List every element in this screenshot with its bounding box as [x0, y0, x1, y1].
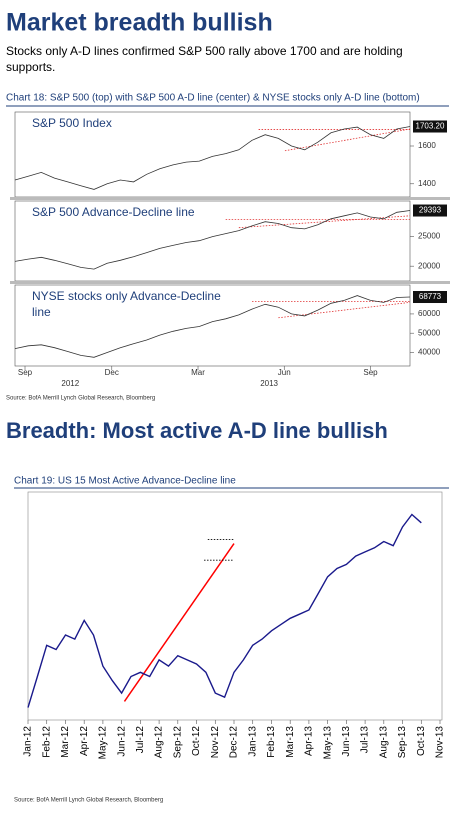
x-tick-label: Oct-13 — [416, 726, 427, 756]
x-tick-label: Mar — [191, 368, 205, 377]
x-tick-label: Jun-13 — [341, 726, 352, 757]
plot-frame — [27, 491, 443, 721]
x-tick-label: Sep — [363, 368, 378, 377]
value-label-box — [413, 291, 447, 304]
x-tick-label: Mar-13 — [285, 726, 296, 758]
x-tick-label: May-12 — [98, 726, 109, 760]
series-line — [14, 210, 411, 270]
chart-title: Chart 19: US 15 Most Active Advance-Decl… — [14, 476, 236, 487]
y-tick-label: 1600 — [418, 141, 436, 150]
reference-line — [284, 128, 411, 152]
y-tick-label: 20000 — [418, 261, 441, 270]
source: Source: BofA Merrill Lynch Global Resear… — [6, 396, 155, 402]
value-label-box — [413, 120, 447, 133]
value-label-box — [413, 204, 447, 217]
series-line — [14, 126, 411, 190]
subtitle: Stocks only A-D lines confirmed S&P 500 … — [6, 44, 403, 58]
value-label: 1703.20 — [416, 122, 445, 131]
x-tick-label: Apr-13 — [304, 726, 315, 756]
reference-line — [278, 301, 411, 319]
value-label: 68773 — [419, 292, 442, 301]
panel-title: S&P 500 Index — [32, 116, 112, 130]
panel-separator — [10, 281, 450, 284]
page-title: Market breadth bullish — [6, 9, 273, 37]
panel-title: NYSE stocks only Advance-Decline line — [32, 289, 221, 319]
x-tick-label: Dec — [105, 368, 119, 377]
x-tick-label: Feb-13 — [266, 726, 277, 758]
section-title: Breadth: Most active A-D line bullish — [6, 418, 388, 443]
x-tick-label: Dec-12 — [229, 726, 240, 759]
panel-frame — [14, 284, 411, 367]
y-tick-label: 50000 — [418, 328, 441, 337]
y-tick-label: 1400 — [418, 179, 436, 188]
panel-separator — [10, 197, 450, 200]
value-label: 29393 — [419, 206, 442, 215]
x-tick-label: Sep — [18, 368, 33, 377]
x-tick-label: Mar-12 — [60, 726, 71, 758]
year-label: 2013 — [260, 379, 278, 388]
panel-title: S&P 500 Advance-Decline line — [32, 205, 195, 219]
x-tick-label: Nov-12 — [210, 726, 221, 759]
x-tick-label: Jul-12 — [135, 726, 146, 754]
x-tick-label: Feb-12 — [41, 726, 52, 758]
x-tick-label: Oct-12 — [191, 726, 202, 756]
series-line — [14, 295, 411, 358]
source: Source: BofA Merrill Lynch Global Resear… — [14, 798, 163, 804]
x-tick-label: May-13 — [322, 726, 333, 760]
subtitle: supports. — [6, 60, 55, 74]
x-tick-label: Jan-12 — [23, 726, 34, 757]
x-tick-label: Sep-12 — [172, 726, 183, 759]
reference-line — [123, 543, 235, 702]
y-tick-label: 25000 — [418, 232, 441, 241]
x-tick-label: Jul-13 — [360, 726, 371, 754]
series-line — [27, 513, 422, 708]
x-tick-label: Nov-13 — [435, 726, 446, 759]
x-tick-label: Aug-12 — [154, 726, 165, 759]
y-tick-label: 60000 — [418, 309, 441, 318]
chart-title: Chart 18: S&P 500 (top) with S&P 500 A-D… — [6, 93, 420, 104]
x-tick-label: Jan-13 — [247, 726, 258, 757]
x-tick-label: Jun-12 — [116, 726, 127, 757]
x-tick-label: Aug-13 — [378, 726, 389, 759]
y-tick-label: 40000 — [418, 348, 441, 357]
x-tick-label: Jun — [278, 368, 291, 377]
x-tick-label: Sep-13 — [397, 726, 408, 759]
x-tick-label: Apr-12 — [79, 726, 90, 756]
year-label: 2012 — [61, 379, 79, 388]
